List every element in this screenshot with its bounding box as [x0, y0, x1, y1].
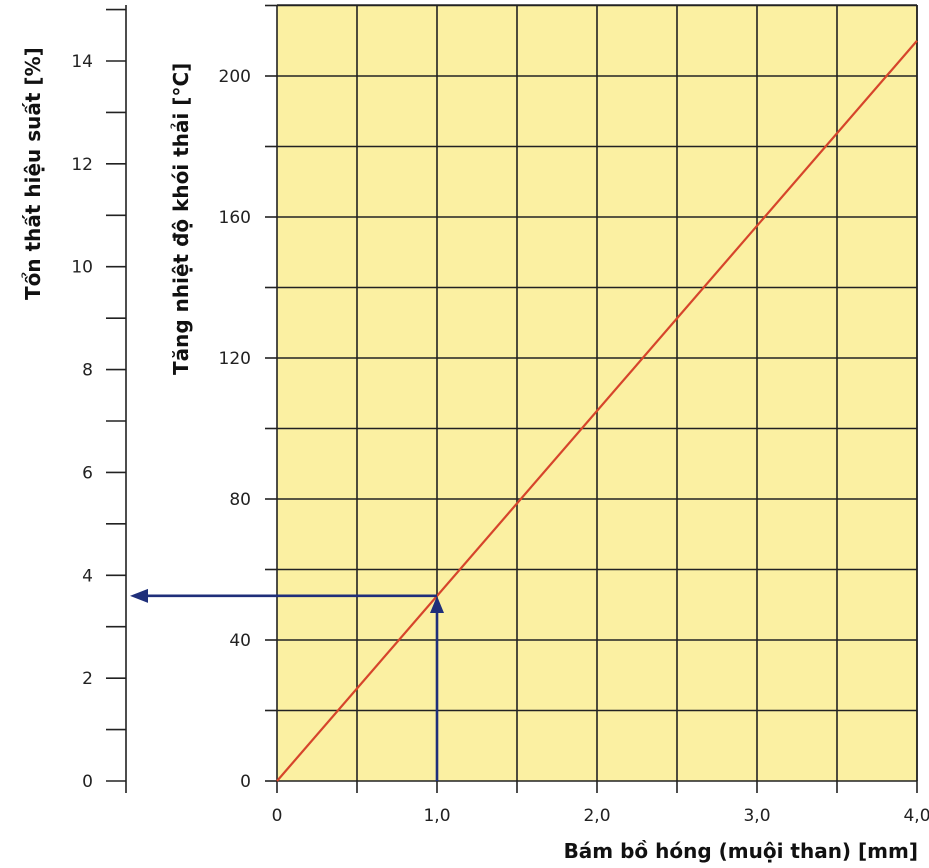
y2-tick-label: 0	[82, 772, 93, 792]
y2-tick-label: 6	[82, 463, 93, 483]
x-tick-label: 1,0	[423, 806, 450, 826]
y-tick-label: 80	[229, 490, 251, 510]
annotation-arrows	[130, 588, 444, 781]
data-line	[276, 40, 918, 782]
y2-tick-label: 8	[82, 361, 93, 381]
y-tick-label: 120	[219, 349, 251, 369]
y2-axis-title: Tổn thất hiệu suất [%]	[21, 47, 45, 300]
data-series	[276, 40, 918, 782]
x-axis-title: Bám bồ hóng (muội than) [mm]	[564, 839, 918, 863]
y-tick-label: 0	[240, 772, 251, 792]
x-tick-label: 3,0	[743, 806, 770, 826]
y-tick-label: 200	[219, 67, 251, 87]
y2-tick-label: 12	[71, 155, 93, 175]
axes	[106, 4, 918, 793]
annotation-arrowhead-left	[130, 588, 148, 603]
y-tick-label: 40	[229, 631, 251, 651]
y-tick-label: 160	[219, 208, 251, 228]
x-tick-label: 4,0	[903, 806, 929, 826]
tick-labels: 0 1,0 2,0 3,0 4,0 0 40 80 120 160 200 0 2 4 6 8 10 12 14	[71, 52, 929, 826]
y2-tick-label: 14	[71, 52, 93, 72]
x-tick-label: 0	[272, 806, 283, 826]
y-axis-title: Tăng nhiệt độ khói thải [°C]	[169, 63, 193, 375]
annotation-arrowhead-up	[430, 595, 444, 613]
y2-tick-label: 10	[71, 258, 93, 278]
x-tick-label: 2,0	[583, 806, 610, 826]
y2-tick-label: 4	[82, 566, 93, 586]
y2-tick-label: 2	[82, 669, 93, 689]
